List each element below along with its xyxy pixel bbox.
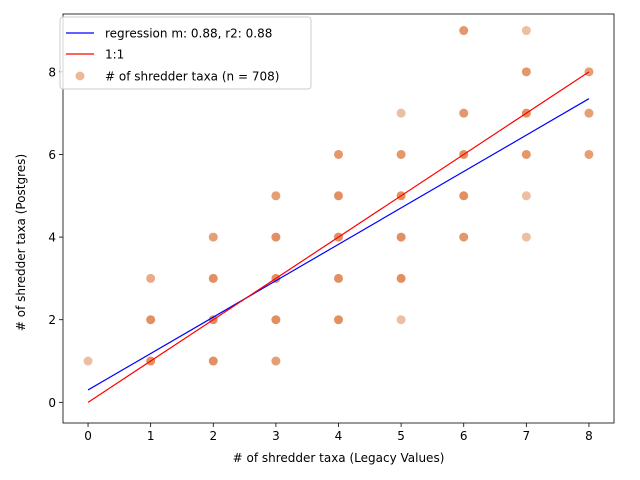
scatter-point [334, 315, 343, 325]
scatter-point [146, 315, 156, 325]
scatter-points [83, 26, 594, 366]
scatter-point [521, 191, 531, 201]
scatter-point [584, 108, 594, 118]
y-tick-label: 4 [48, 231, 56, 245]
scatter-point [271, 356, 281, 366]
x-tick-label: 6 [460, 429, 468, 443]
scatter-point [396, 108, 406, 118]
scatter-point [521, 149, 531, 159]
x-tick-label: 1 [147, 429, 155, 443]
y-tick-label: 0 [48, 396, 56, 410]
y-tick-label: 8 [48, 65, 56, 79]
x-tick-label: 4 [335, 429, 343, 443]
scatter-point [584, 149, 594, 159]
scatter-point [146, 273, 156, 283]
legend-box [59, 16, 312, 90]
scatter-point [208, 273, 218, 283]
x-tick-label: 7 [523, 429, 531, 443]
y-tick-label: 6 [48, 148, 56, 162]
scatter-point [208, 232, 218, 242]
scatter-point [334, 191, 343, 201]
scatter-point [459, 108, 469, 118]
scatter-point [521, 232, 531, 242]
scatter-point [521, 67, 531, 77]
x-axis-ticks: 0 1 2 3 4 5 6 7 8 [84, 423, 593, 443]
scatter-point [459, 191, 469, 201]
x-axis-label: # of shredder taxa (Legacy Values) [233, 451, 445, 465]
scatter-point [521, 26, 531, 36]
scatter-point [208, 356, 218, 366]
one-to-one-line [87, 71, 590, 403]
legend-scatter-label: # of shredder taxa (n = 708) [105, 70, 279, 84]
scatter-point [396, 315, 406, 325]
x-tick-label: 2 [209, 429, 217, 443]
regression-line [87, 98, 590, 391]
legend-scatter-swatch [75, 71, 85, 81]
scatter-point [271, 232, 281, 242]
scatter-point [83, 356, 93, 366]
series-lines [87, 71, 590, 403]
scatter-point [459, 232, 469, 242]
x-tick-label: 0 [84, 429, 92, 443]
scatter-point [271, 315, 281, 325]
legend: regression m: 0.88, r2: 0.88 1:1 # of sh… [59, 16, 312, 90]
scatter-point [396, 273, 406, 283]
scatter-point [396, 232, 406, 242]
legend-regression-label: regression m: 0.88, r2: 0.88 [105, 27, 272, 41]
scatter-point [334, 149, 343, 159]
scatter-point [396, 149, 406, 159]
y-axis-label: # of shredder taxa (Postgres) [14, 154, 28, 331]
scatter-point [459, 26, 469, 36]
scatter-point [334, 273, 343, 283]
y-tick-label: 2 [48, 313, 56, 327]
scatter-point [271, 191, 281, 201]
x-tick-label: 3 [272, 429, 280, 443]
x-tick-label: 5 [397, 429, 405, 443]
legend-one-to-one-label: 1:1 [105, 48, 124, 62]
x-tick-label: 8 [585, 429, 593, 443]
